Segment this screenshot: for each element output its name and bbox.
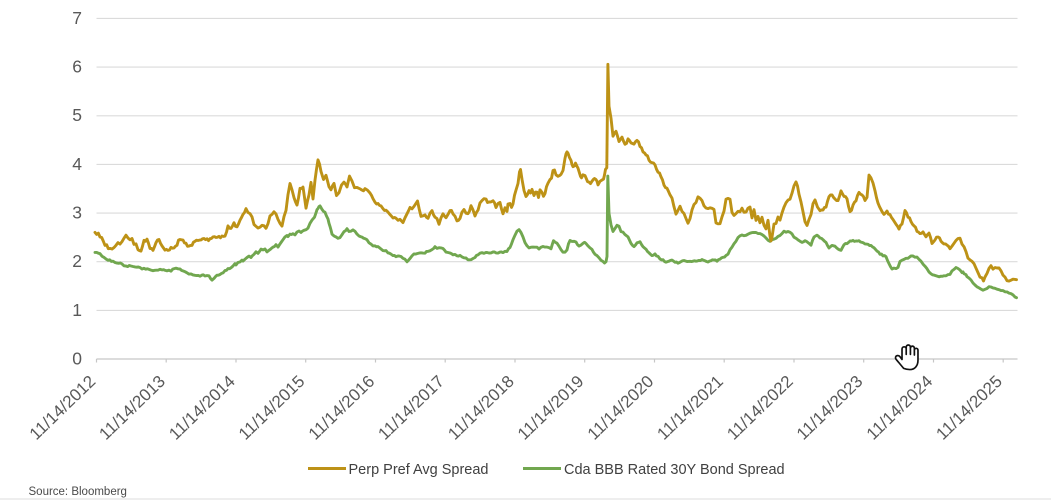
svg-text:11/14/2016: 11/14/2016 <box>305 372 378 444</box>
svg-text:11/14/2014: 11/14/2014 <box>165 372 238 444</box>
svg-text:6: 6 <box>72 57 82 77</box>
svg-text:Perp Pref Avg Spread: Perp Pref Avg Spread <box>349 462 489 478</box>
svg-text:11/14/2023: 11/14/2023 <box>793 372 866 444</box>
svg-text:11/14/2022: 11/14/2022 <box>723 372 796 444</box>
svg-text:11/14/2020: 11/14/2020 <box>584 372 657 444</box>
svg-text:Cda BBB Rated 30Y Bond Spread: Cda BBB Rated 30Y Bond Spread <box>564 462 785 478</box>
svg-text:Source: Bloomberg: Source: Bloomberg <box>29 486 127 498</box>
svg-text:11/14/2018: 11/14/2018 <box>444 372 517 444</box>
svg-text:3: 3 <box>72 203 82 223</box>
svg-text:0: 0 <box>72 349 82 369</box>
svg-text:11/14/2012: 11/14/2012 <box>26 372 99 444</box>
svg-text:11/14/2024: 11/14/2024 <box>863 372 936 444</box>
svg-text:11/14/2019: 11/14/2019 <box>514 372 587 444</box>
svg-text:1: 1 <box>72 300 82 320</box>
svg-text:5: 5 <box>72 105 82 125</box>
svg-text:11/14/2017: 11/14/2017 <box>374 372 447 444</box>
svg-text:11/14/2015: 11/14/2015 <box>235 372 308 444</box>
svg-text:2: 2 <box>72 251 82 271</box>
svg-text:7: 7 <box>72 8 82 28</box>
svg-text:11/14/2025: 11/14/2025 <box>932 372 1005 444</box>
svg-text:11/14/2013: 11/14/2013 <box>95 372 168 444</box>
svg-text:11/14/2021: 11/14/2021 <box>653 372 726 444</box>
svg-text:4: 4 <box>72 154 82 174</box>
